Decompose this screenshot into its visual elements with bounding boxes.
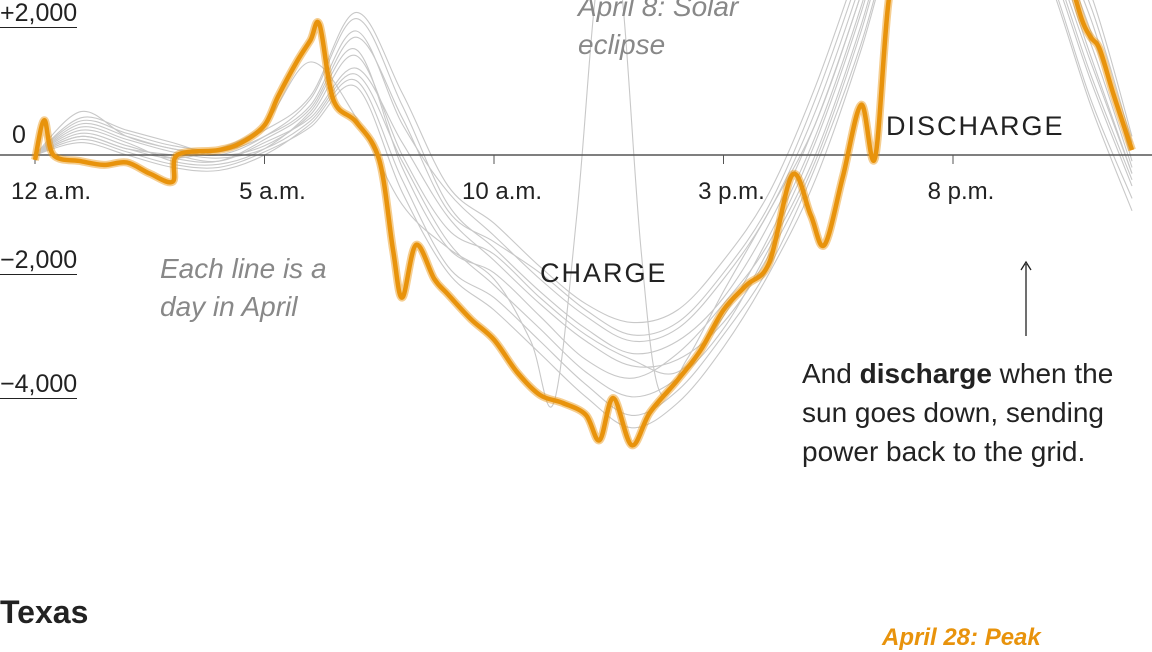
x-tick-label: 12 a.m. (10, 178, 92, 205)
x-tick-label: 3 p.m. (698, 178, 765, 205)
desc-text-rest: when the sun goes down, sending power ba… (802, 358, 1114, 467)
y-tick-label-minus-4000: −4,000 (0, 370, 78, 399)
line-chart (0, 0, 1152, 450)
day-line-1 (34, 0, 1133, 355)
label-charge: CHARGE (540, 258, 668, 288)
annotation-discharge-description: And discharge when the sun goes down, se… (802, 354, 1132, 471)
desc-bold: discharge (859, 358, 992, 389)
day-line-4 (34, 0, 1133, 343)
annotation-eclipse: April 8: Solar eclipse (578, 0, 739, 60)
section-title-texas: Texas (0, 594, 89, 630)
annotation-each-line: Each line is a day in April (160, 253, 327, 322)
annotation-peak: April 28: Peak (882, 624, 1041, 651)
day-line-6 (34, 0, 1133, 375)
day-line-7 (34, 0, 1133, 336)
y-tick-label-0: 0 (12, 121, 26, 149)
day-line-3 (34, 0, 1133, 368)
day-line-2 (34, 0, 1133, 379)
x-tick-label: 5 a.m. (239, 178, 306, 205)
label-discharge: DISCHARGE (886, 111, 1065, 141)
x-tick-label: 10 a.m. (461, 178, 543, 205)
highlight-day-line (32, 0, 1135, 448)
day-line-9 (34, 0, 1133, 429)
x-tick-label: 8 p.m. (927, 178, 995, 205)
y-tick-label-minus-2000: −2,000 (0, 246, 78, 275)
day-line-5 (34, 0, 1133, 416)
highlight-line-group (31, 0, 1136, 450)
desc-text: And (802, 358, 860, 389)
y-tick-label-plus-2000: +2,000 (0, 0, 78, 28)
annotation-arrowhead (1020, 260, 1032, 271)
eclipse-day-line (34, 0, 1133, 408)
